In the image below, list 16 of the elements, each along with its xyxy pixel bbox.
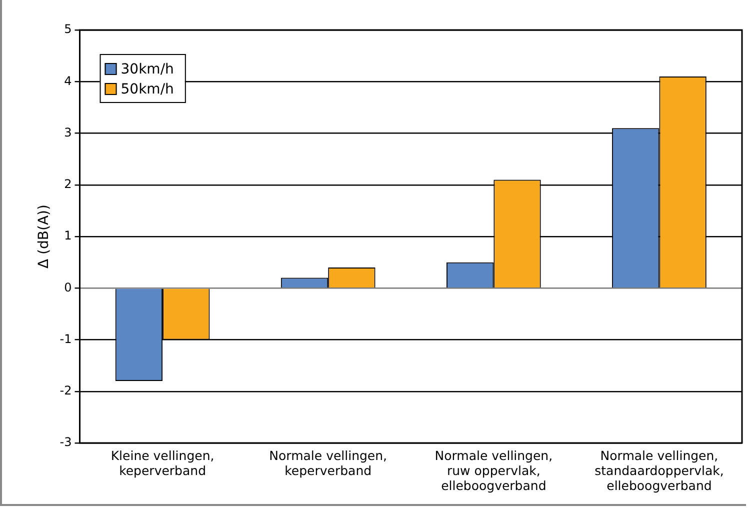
y-tick-label: -3: [60, 435, 72, 450]
x-tick-label: Normale vellingen, keperverband: [269, 448, 388, 478]
x-tick-label: Normale vellingen, standaardoppervlak, elleboogverband: [594, 448, 724, 493]
x-tick-label: Kleine vellingen, keperverband: [110, 448, 214, 478]
legend-label: 50km/h: [120, 82, 174, 98]
y-tick-label: 4: [64, 74, 72, 88]
x-tick-label: Normale vellingen, ruw oppervlak, elleboogverband: [434, 448, 553, 493]
legend-label: 30km/h: [120, 62, 174, 78]
y-tick-label: 0: [64, 280, 72, 294]
y-tick-label: 2: [64, 177, 72, 191]
y-tick-label: -1: [60, 332, 72, 346]
y-tick-label: 5: [64, 22, 72, 36]
y-tick-label: 1: [64, 228, 72, 243]
y-tick-label: -2: [60, 384, 72, 398]
y-axis-title: Δ (dB(A)): [36, 204, 52, 268]
y-tick-label: 3: [64, 125, 72, 140]
